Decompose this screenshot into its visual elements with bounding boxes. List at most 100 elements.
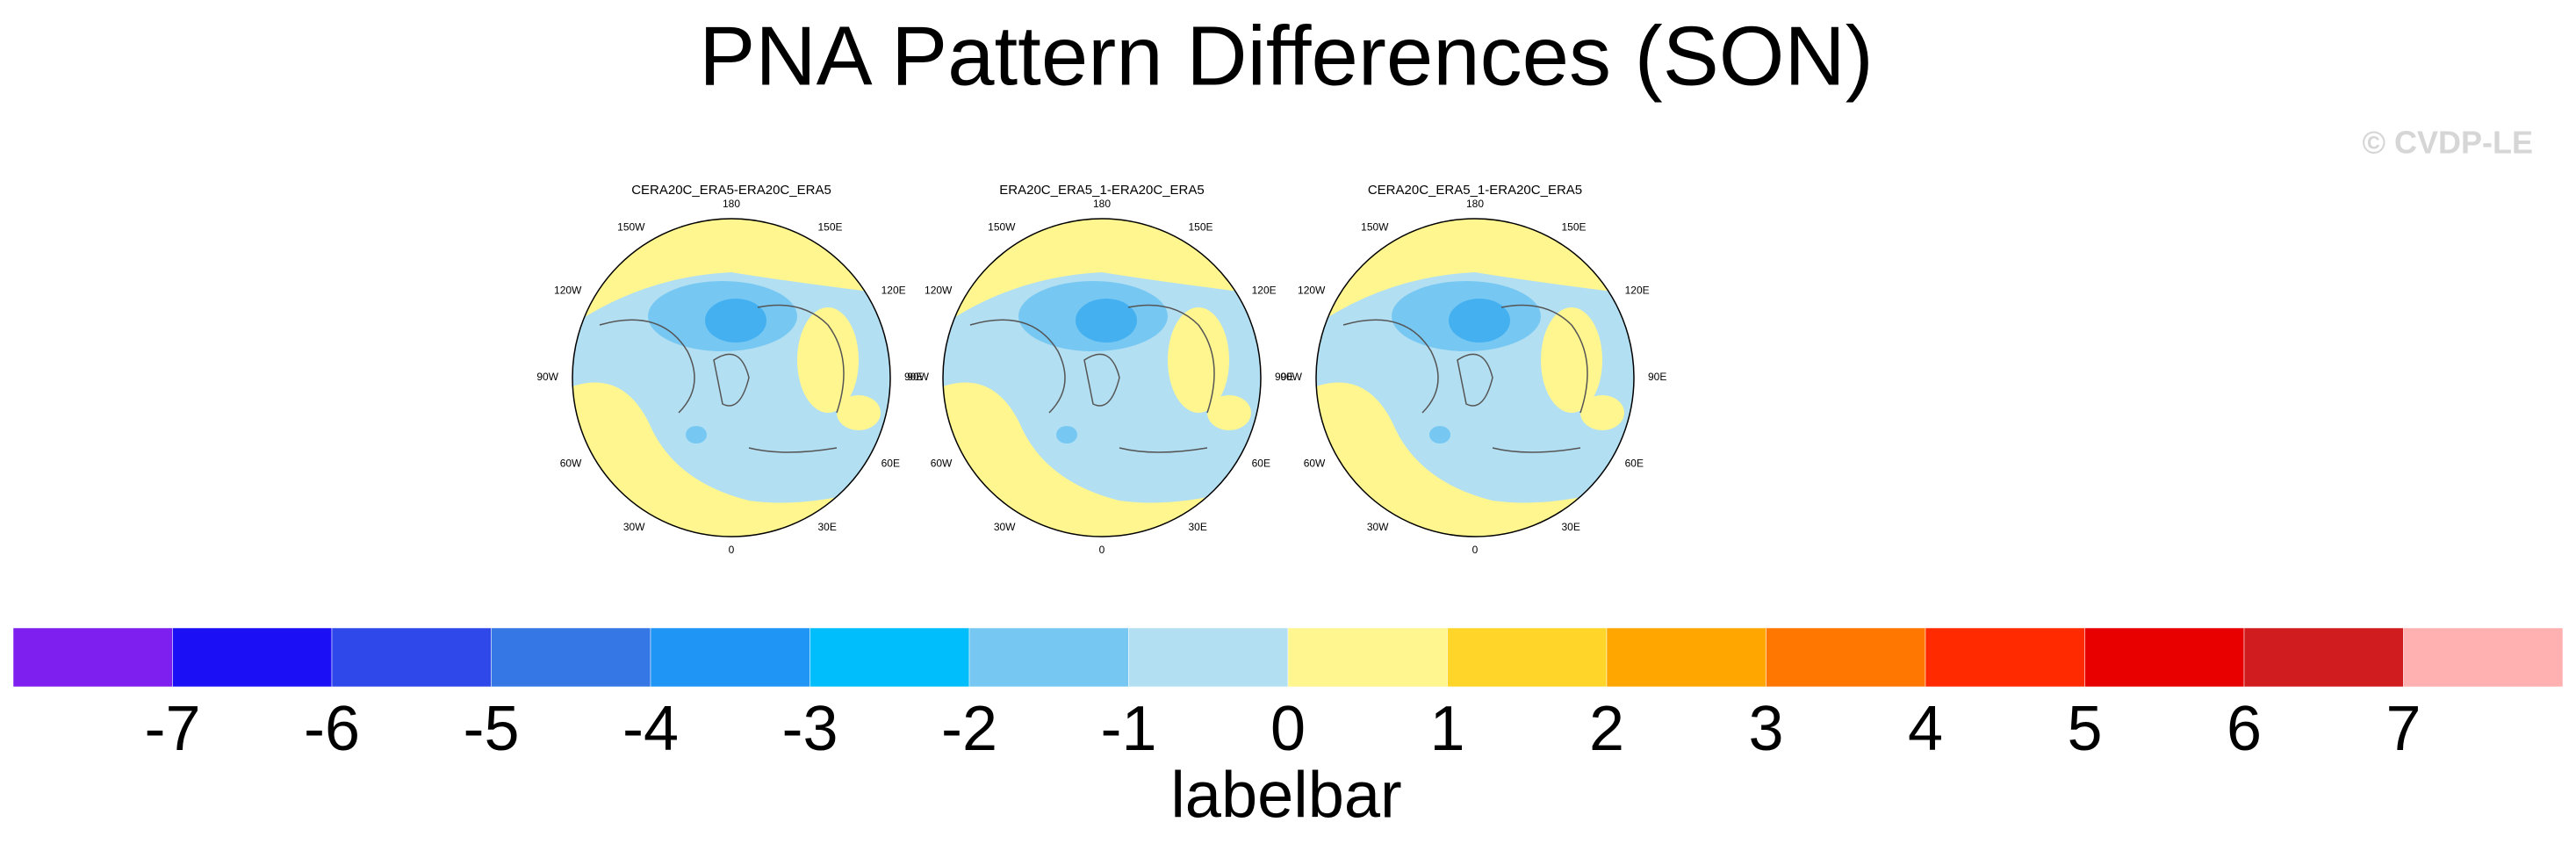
longitude-label: 120E (881, 285, 906, 297)
longitude-label: 60W (1304, 458, 1326, 470)
longitude-label: 90E (904, 371, 923, 383)
longitude-label: 30E (1562, 521, 1580, 533)
negative-region (1429, 426, 1450, 444)
labelbar-box (809, 627, 970, 688)
labelbar-tick-label: -3 (781, 694, 838, 764)
coastline (969, 304, 1215, 453)
map-border (942, 218, 1262, 537)
positive-region (1316, 382, 1634, 537)
negative-region (705, 299, 766, 343)
labelbar-tick-label: 5 (2067, 694, 2102, 764)
labelbar-tick-label: 0 (1270, 694, 1306, 764)
longitude-label: 90W (1280, 371, 1302, 383)
labelbar-tick-label: 6 (2227, 694, 2262, 764)
longitude-label: 90E (1648, 371, 1666, 383)
longitude-label: 180 (723, 198, 740, 210)
map-border (1315, 218, 1635, 537)
negative-region (1056, 426, 1077, 444)
labelbar-box (1925, 627, 2085, 688)
labelbar-tick-label: -5 (463, 694, 519, 764)
longitude-label: 0 (1472, 544, 1479, 556)
longitude-label: 150E (818, 221, 843, 234)
positive-region (1207, 395, 1251, 430)
panel-title: CERA20C_ERA5_1-ERA20C_ERA5 (1368, 183, 1582, 198)
labelbar-tick-label: -6 (304, 694, 360, 764)
longitude-label: 150W (988, 221, 1016, 234)
positive-region (572, 382, 890, 537)
longitude-label: 30W (994, 521, 1016, 533)
labelbar-tick-label: -1 (1100, 694, 1156, 764)
coastline (599, 304, 845, 453)
longitude-label: 180 (1093, 198, 1111, 210)
map-border (572, 218, 891, 537)
longitude-label: 30E (818, 521, 837, 533)
negative-region (1449, 299, 1510, 343)
negative-region (686, 426, 707, 444)
longitude-label: 60E (1252, 458, 1270, 470)
longitude-label: 120E (1625, 285, 1650, 297)
longitude-label: 120W (925, 285, 953, 297)
positive-region (943, 219, 1261, 325)
labelbar-box (12, 627, 173, 688)
longitude-label: 30W (1367, 521, 1389, 533)
longitude-label: 0 (1099, 544, 1105, 556)
panel-title: CERA20C_ERA5-ERA20C_ERA5 (631, 183, 831, 198)
longitude-label: 60E (1625, 458, 1644, 470)
labelbar-tick-label: 7 (2385, 694, 2421, 764)
labelbar-box (650, 627, 810, 688)
labelbar-box (2243, 627, 2404, 688)
labelbar-tick-label: -7 (144, 694, 200, 764)
longitude-label: 30E (1189, 521, 1207, 533)
map-field (572, 219, 890, 537)
longitude-label: 60W (560, 458, 582, 470)
longitude-label: 180 (1466, 198, 1484, 210)
coastline (1342, 304, 1588, 453)
labelbar-tick-label: 3 (1748, 694, 1783, 764)
longitude-label: 150E (1562, 221, 1587, 234)
labelbar-title: labelbar (1170, 759, 1401, 832)
positive-region (572, 219, 890, 325)
positive-region (943, 382, 1261, 537)
longitude-label: 120W (1298, 285, 1326, 297)
positive-region (1580, 395, 1624, 430)
labelbar-box (1128, 627, 1289, 688)
labelbar-tick-label: -2 (941, 694, 997, 764)
labelbar-tick-label: 1 (1429, 694, 1464, 764)
labelbar-box (172, 627, 333, 688)
map-field (1316, 219, 1634, 537)
labelbar-box (1287, 627, 1448, 688)
longitude-label: 90W (907, 371, 929, 383)
longitude-label: 0 (729, 544, 735, 556)
labelbar-box (491, 627, 651, 688)
longitude-label: 60W (931, 458, 953, 470)
longitude-label: 60E (881, 458, 900, 470)
figure-title: PNA Pattern Differences (SON) (699, 9, 1873, 103)
longitude-label: 150W (1361, 221, 1389, 234)
labelbar-box (1606, 627, 1767, 688)
labelbar-box (2084, 627, 2245, 688)
labelbar-box (1447, 627, 1608, 688)
positive-region (1316, 219, 1634, 325)
longitude-label: 150W (617, 221, 645, 234)
labelbar-box (331, 627, 492, 688)
watermark: © CVDP-LE (2362, 125, 2533, 161)
longitude-label: 150E (1189, 221, 1213, 234)
longitude-label: 30W (623, 521, 645, 533)
labelbar-box (968, 627, 1129, 688)
longitude-label: 90W (536, 371, 558, 383)
panel-title: ERA20C_ERA5_1-ERA20C_ERA5 (999, 183, 1204, 198)
longitude-label: 90E (1275, 371, 1293, 383)
labelbar-box (2403, 627, 2564, 688)
positive-region (837, 395, 881, 430)
labelbar-tick-label: -4 (622, 694, 679, 764)
labelbar-tick-label: 4 (1908, 694, 1943, 764)
labelbar-box (1766, 627, 1926, 688)
negative-region (1076, 299, 1137, 343)
longitude-label: 120W (554, 285, 582, 297)
labelbar-tick-label: 2 (1589, 694, 1624, 764)
map-field (943, 219, 1261, 537)
